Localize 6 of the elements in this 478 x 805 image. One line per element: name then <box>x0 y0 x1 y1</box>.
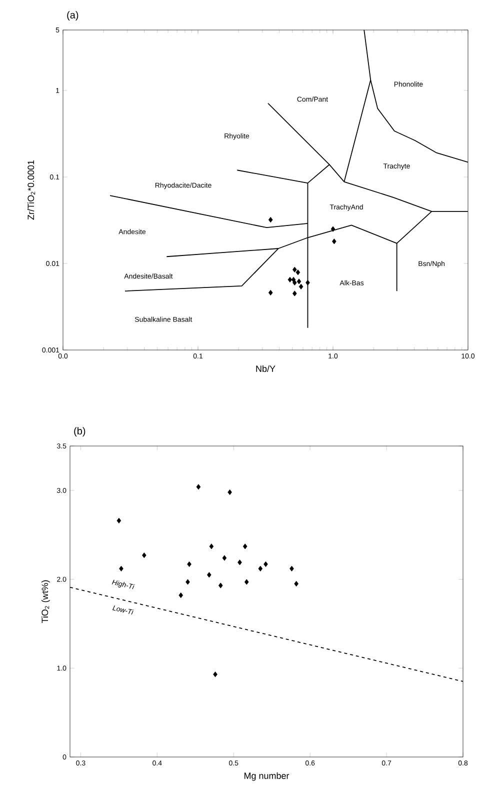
y-axis-title: Zr/TiO$_{2}$*0.0001 <box>27 160 36 220</box>
chart-title: (a) <box>67 11 78 20</box>
x-axis-title: Nb/Y <box>256 365 276 372</box>
x-axis-title: Mg number <box>244 772 290 781</box>
y-axis-title: TiO$_{2}$ (wt%) <box>41 580 50 624</box>
chart-title: (b) <box>74 427 86 436</box>
